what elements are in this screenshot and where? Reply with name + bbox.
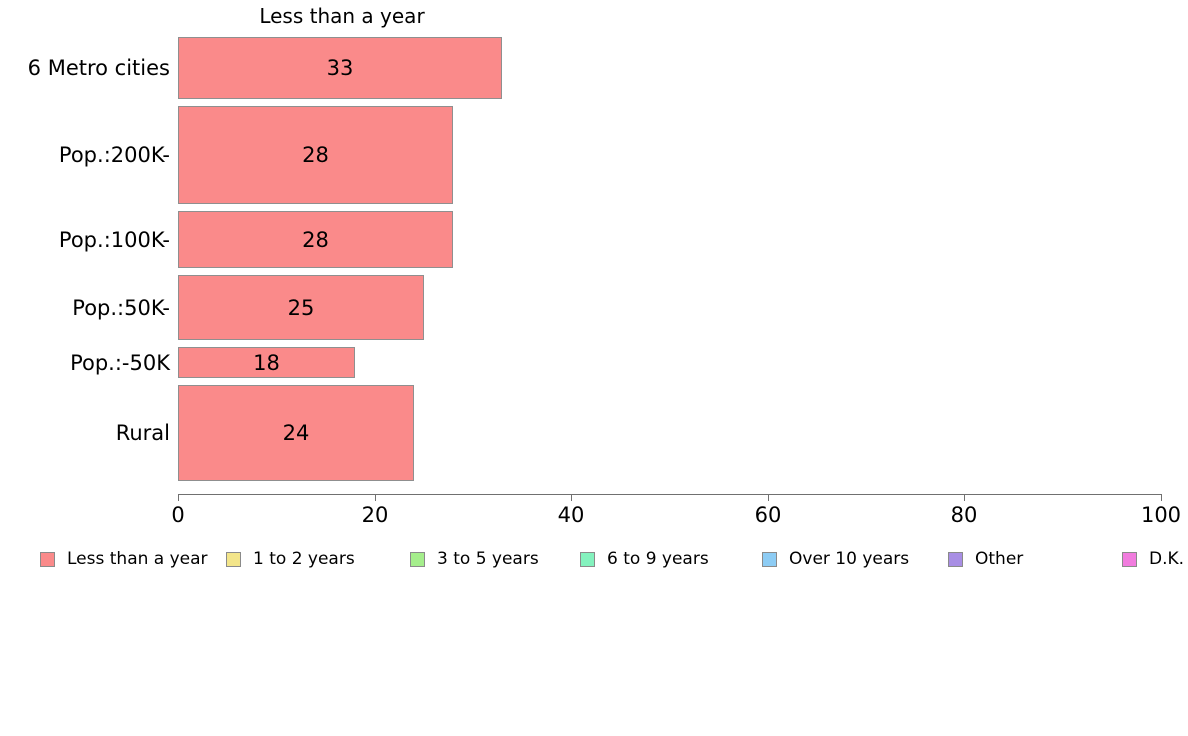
x-axis-tick-label: 0 bbox=[171, 503, 185, 527]
x-axis-tick-label: 80 bbox=[950, 503, 978, 527]
x-axis-tick bbox=[964, 495, 965, 501]
category-label: Pop.:200K- bbox=[58, 143, 170, 167]
x-axis-tick-label: 60 bbox=[754, 503, 782, 527]
x-axis-tick bbox=[571, 495, 572, 501]
x-axis-tick bbox=[1161, 495, 1162, 501]
bar-value-label: 18 bbox=[253, 350, 280, 375]
category-label: Pop.:100K- bbox=[58, 227, 170, 252]
bar-value-label: 33 bbox=[326, 56, 354, 80]
plot-area: 6 Metro cities 33 Pop.:200K- 28 Pop.:100K- 28… bbox=[27, 37, 1182, 527]
legend-swatch bbox=[410, 551, 425, 567]
legend-swatch bbox=[226, 551, 241, 567]
legend-entry: 1 to 2 years bbox=[226, 549, 355, 569]
legend-entry: 6 to 9 years bbox=[580, 549, 709, 569]
category-label: Pop.:50K- bbox=[72, 295, 170, 320]
legend-label: D.K. bbox=[1149, 549, 1185, 569]
legend-label: 3 to 5 years bbox=[437, 549, 539, 569]
bar-value-label: 28 bbox=[302, 143, 329, 167]
category-label: Rural bbox=[115, 421, 170, 445]
x-axis-tick-label: 100 bbox=[1140, 503, 1182, 527]
legend-entry: Other bbox=[948, 549, 1023, 569]
legend-entry: Over 10 years bbox=[762, 549, 909, 569]
chart-legend: Less than a year 1 to 2 years 3 to 5 years… bbox=[0, 549, 1188, 589]
x-axis-tick bbox=[178, 495, 179, 501]
x-axis-line bbox=[178, 494, 1162, 495]
bar: 33 bbox=[178, 37, 502, 99]
legend-entry: D.K. bbox=[1122, 549, 1184, 569]
legend-label: Over 10 years bbox=[789, 549, 910, 569]
legend-swatch bbox=[948, 551, 963, 567]
bar: 24 bbox=[178, 385, 414, 481]
x-axis-tick bbox=[375, 495, 376, 501]
legend-label: Less than a year bbox=[67, 549, 208, 569]
bar: 25 bbox=[178, 275, 424, 340]
category-label: 6 Metro cities bbox=[27, 56, 170, 80]
bar-value-label: 28 bbox=[302, 227, 329, 252]
x-axis-tick-label: 20 bbox=[361, 503, 389, 527]
legend-entry: Less than a year bbox=[40, 549, 208, 569]
legend-swatch bbox=[1122, 551, 1137, 567]
bar: 18 bbox=[178, 347, 355, 378]
legend-label: 6 to 9 years bbox=[607, 549, 709, 569]
bar: 28 bbox=[178, 211, 453, 268]
legend-label: Other bbox=[975, 549, 1024, 569]
legend-swatch bbox=[40, 551, 55, 567]
bar-value-label: 24 bbox=[282, 421, 310, 445]
legend-swatch bbox=[762, 551, 777, 567]
bar-value-label: 25 bbox=[287, 295, 315, 320]
bar: 28 bbox=[178, 106, 453, 204]
category-label: Pop.:-50K bbox=[70, 350, 170, 375]
x-axis-tick bbox=[768, 495, 769, 501]
x-axis-tick-label: 40 bbox=[557, 503, 585, 527]
chart-title: Less than a year bbox=[259, 4, 425, 28]
legend-entry: 3 to 5 years bbox=[410, 549, 539, 569]
legend-swatch bbox=[580, 551, 595, 567]
legend-label: 1 to 2 years bbox=[253, 549, 355, 569]
